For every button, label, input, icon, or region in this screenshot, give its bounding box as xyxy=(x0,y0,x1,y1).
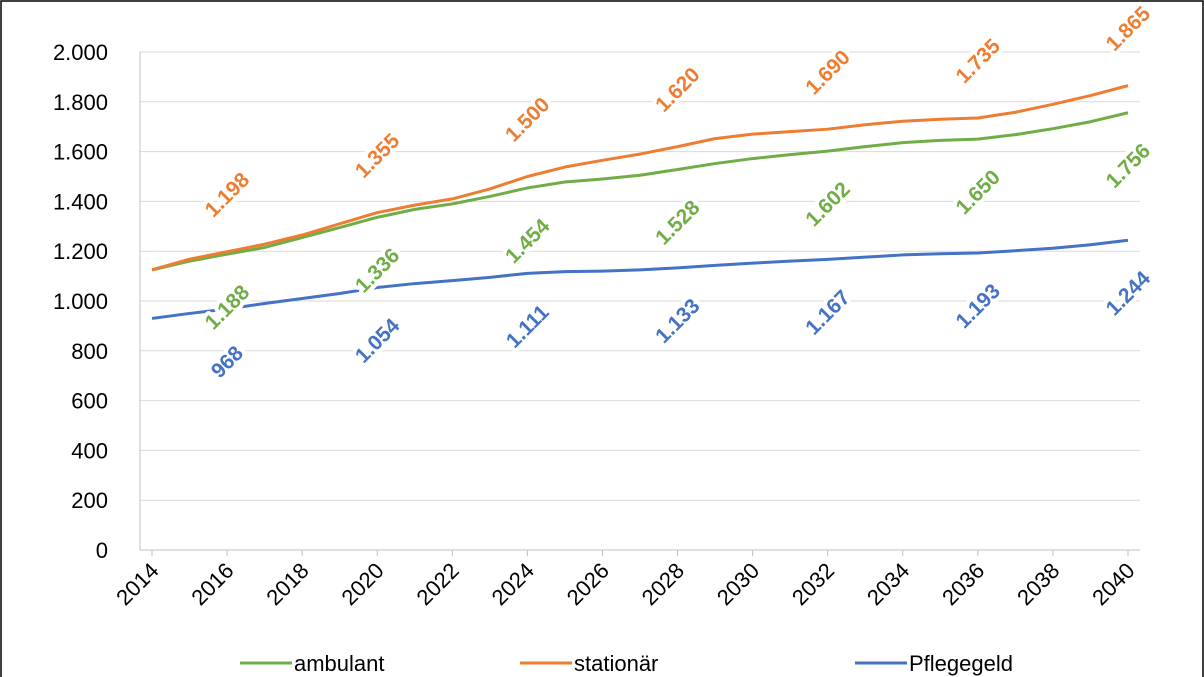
y-tick-label: 1.200 xyxy=(53,239,108,264)
y-tick-label: 0 xyxy=(96,538,108,563)
y-tick-label: 1.600 xyxy=(53,140,108,165)
legend-label: stationär xyxy=(574,651,658,676)
legend-label: Pflegegeld xyxy=(909,651,1013,676)
y-tick-label: 1.800 xyxy=(53,90,108,115)
legend-label: ambulant xyxy=(294,651,385,676)
y-tick-label: 800 xyxy=(71,339,108,364)
series-line xyxy=(151,238,1129,320)
y-tick-label: 2.000 xyxy=(53,40,108,65)
y-tick-label: 1.400 xyxy=(53,189,108,214)
y-tick-label: 600 xyxy=(71,389,108,414)
y-tick-label: 400 xyxy=(71,438,108,463)
series-line xyxy=(151,84,1129,272)
y-tick-label: 200 xyxy=(71,488,108,513)
series-line xyxy=(151,111,1129,272)
y-tick-label: 1.000 xyxy=(53,289,108,314)
